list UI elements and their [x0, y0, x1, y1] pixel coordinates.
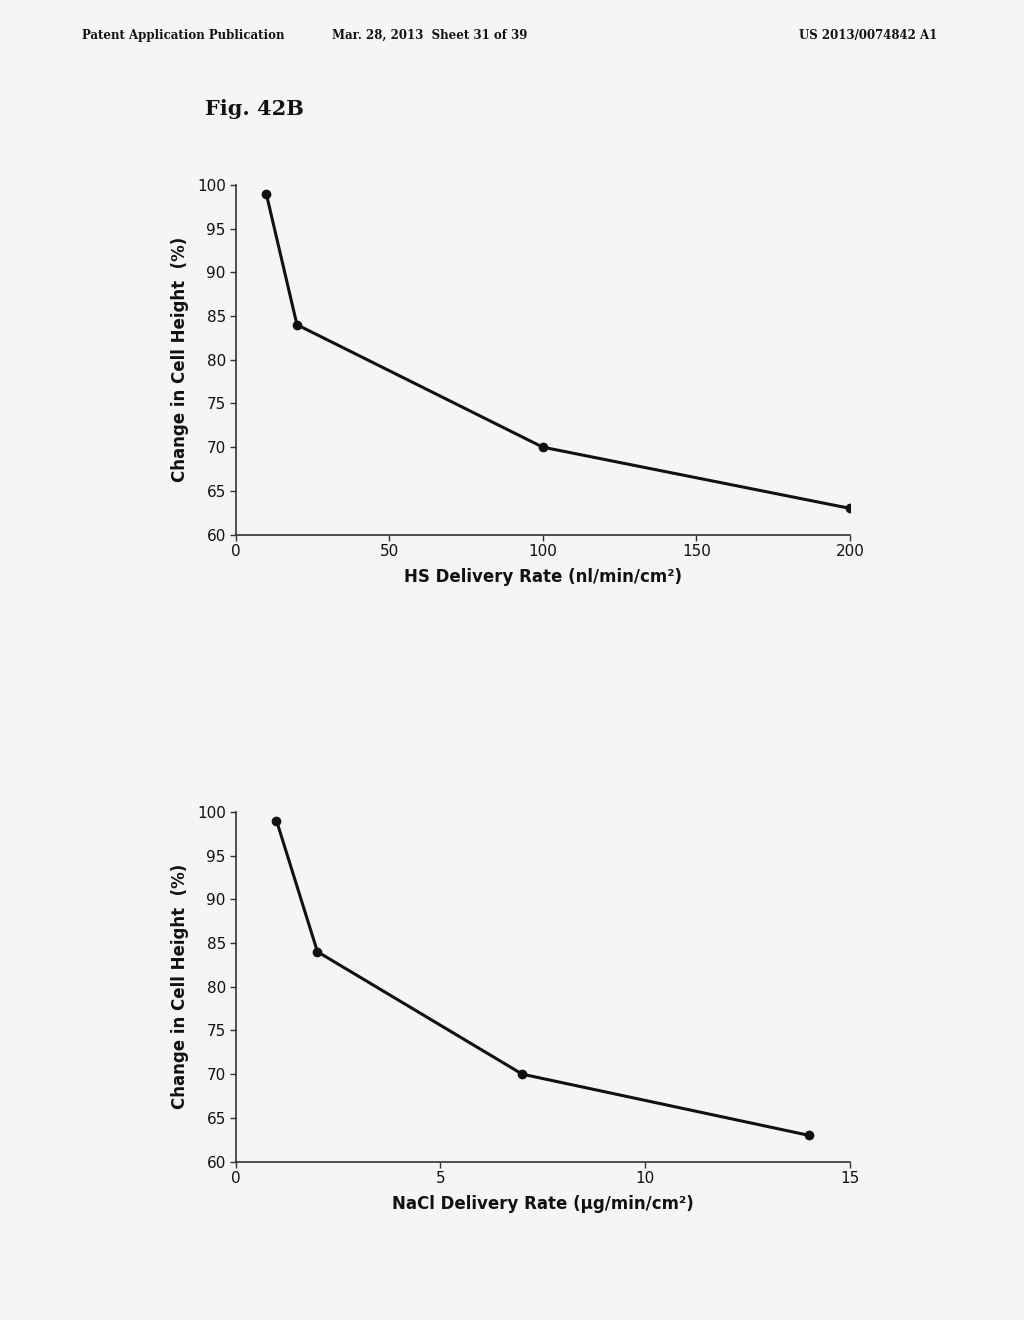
Text: US 2013/0074842 A1: US 2013/0074842 A1 [799, 29, 937, 42]
Y-axis label: Change in Cell Height  (%): Change in Cell Height (%) [171, 865, 188, 1109]
Text: Fig. 42B: Fig. 42B [205, 99, 304, 119]
X-axis label: NaCl Delivery Rate (μg/min/cm²): NaCl Delivery Rate (μg/min/cm²) [392, 1195, 693, 1213]
X-axis label: HS Delivery Rate (nl/min/cm²): HS Delivery Rate (nl/min/cm²) [403, 568, 682, 586]
Text: Patent Application Publication: Patent Application Publication [82, 29, 285, 42]
Text: Mar. 28, 2013  Sheet 31 of 39: Mar. 28, 2013 Sheet 31 of 39 [333, 29, 527, 42]
Y-axis label: Change in Cell Height  (%): Change in Cell Height (%) [171, 238, 188, 482]
